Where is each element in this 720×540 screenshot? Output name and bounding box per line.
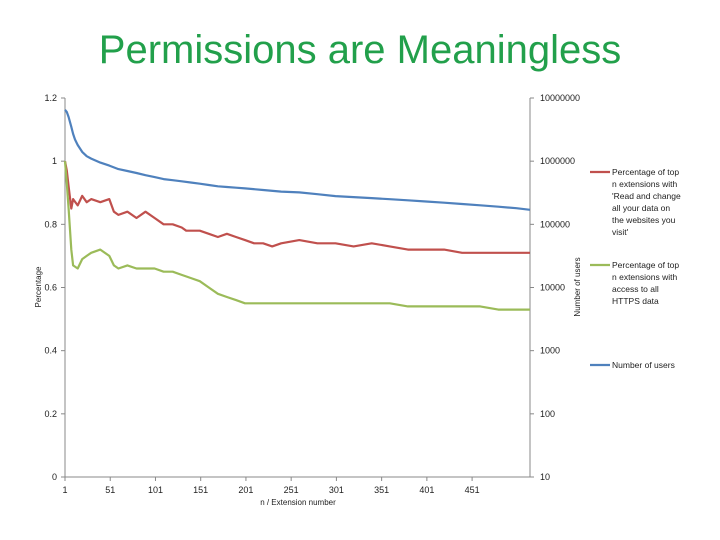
- series-layer: [63, 109, 531, 311]
- legend-entry-1: Percentage of top n extensions with access…: [612, 260, 679, 306]
- y2-tick-label: 10: [540, 472, 550, 482]
- x-tick-label: 251: [284, 485, 299, 495]
- x-tick-label: 151: [193, 485, 208, 495]
- y2-tick-label: 10000: [540, 283, 565, 293]
- series-line-0: [63, 160, 530, 254]
- x-tick-label: 101: [148, 485, 163, 495]
- y2-tick-label: 10000000: [540, 93, 580, 103]
- y-axis-ticks: 0 0.2 0.4 0.6 0.8 1 1.2: [44, 93, 65, 482]
- x-axis-ticks: 1 51 101 151 201 251 301 351 401 451: [62, 477, 480, 495]
- y2-tick-label: 100000: [540, 219, 570, 229]
- y2-tick-label: 100: [540, 409, 555, 419]
- x-axis-title: n / Extension number: [260, 498, 336, 507]
- y-tick-label: 0: [52, 472, 57, 482]
- y-tick-label: 1.2: [44, 93, 57, 103]
- y-tick-label: 1: [52, 156, 57, 166]
- series-line-1: [63, 161, 530, 311]
- y-tick-label: 0.6: [44, 283, 57, 293]
- x-tick-label: 201: [238, 485, 253, 495]
- y-tick-label: 0.8: [44, 219, 57, 229]
- legend-entry-2: Number of users: [612, 360, 675, 370]
- x-tick-label: 351: [374, 485, 389, 495]
- y2-tick-label: 1000000: [540, 156, 575, 166]
- series-line-2: [64, 109, 531, 211]
- x-tick-label: 401: [419, 485, 434, 495]
- x-tick-label: 451: [465, 485, 480, 495]
- legend: Percentage of top n extensions with 'Read …: [590, 167, 681, 370]
- y2-tick-label: 1000: [540, 346, 560, 356]
- x-tick-label: 1: [62, 485, 67, 495]
- y2-axis-title: Number of users: [573, 257, 582, 316]
- slide-title: Permissions are Meaningless: [98, 28, 622, 72]
- y-tick-label: 0.2: [44, 409, 57, 419]
- x-tick-label: 51: [105, 485, 115, 495]
- y-tick-label: 0.4: [44, 346, 57, 356]
- y-axis-title: Percentage: [34, 266, 43, 307]
- legend-entry-0: Percentage of top n extensions with 'Read …: [612, 167, 681, 237]
- y2-axis-ticks: 10 100 1000 10000 100000 1000000 10000000: [530, 93, 580, 482]
- x-tick-label: 301: [329, 485, 344, 495]
